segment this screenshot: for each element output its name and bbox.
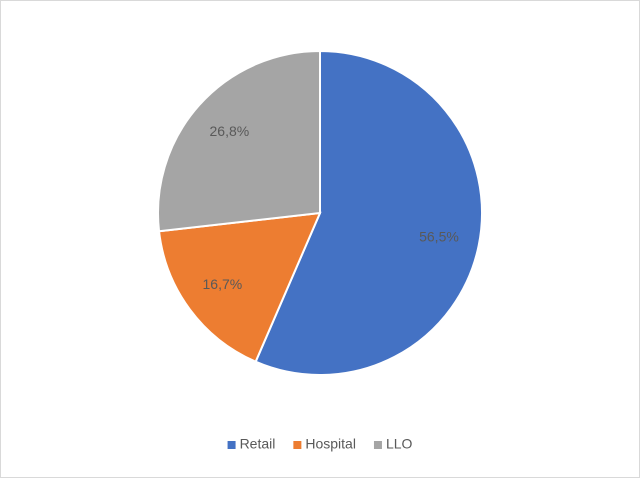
data-label: 56,5% bbox=[419, 228, 459, 244]
legend-label: LLO bbox=[386, 436, 413, 452]
pie-slice bbox=[157, 49, 321, 233]
pie-slice bbox=[157, 211, 322, 363]
legend-swatch bbox=[293, 441, 302, 449]
data-label: 26,8% bbox=[210, 123, 250, 139]
data-label: 16,7% bbox=[203, 276, 243, 292]
legend-swatch bbox=[227, 441, 236, 449]
pie-slice bbox=[254, 49, 483, 376]
legend-label: Retail bbox=[240, 436, 276, 452]
legend-label: Hospital bbox=[305, 436, 356, 452]
legend-swatch bbox=[373, 441, 382, 449]
